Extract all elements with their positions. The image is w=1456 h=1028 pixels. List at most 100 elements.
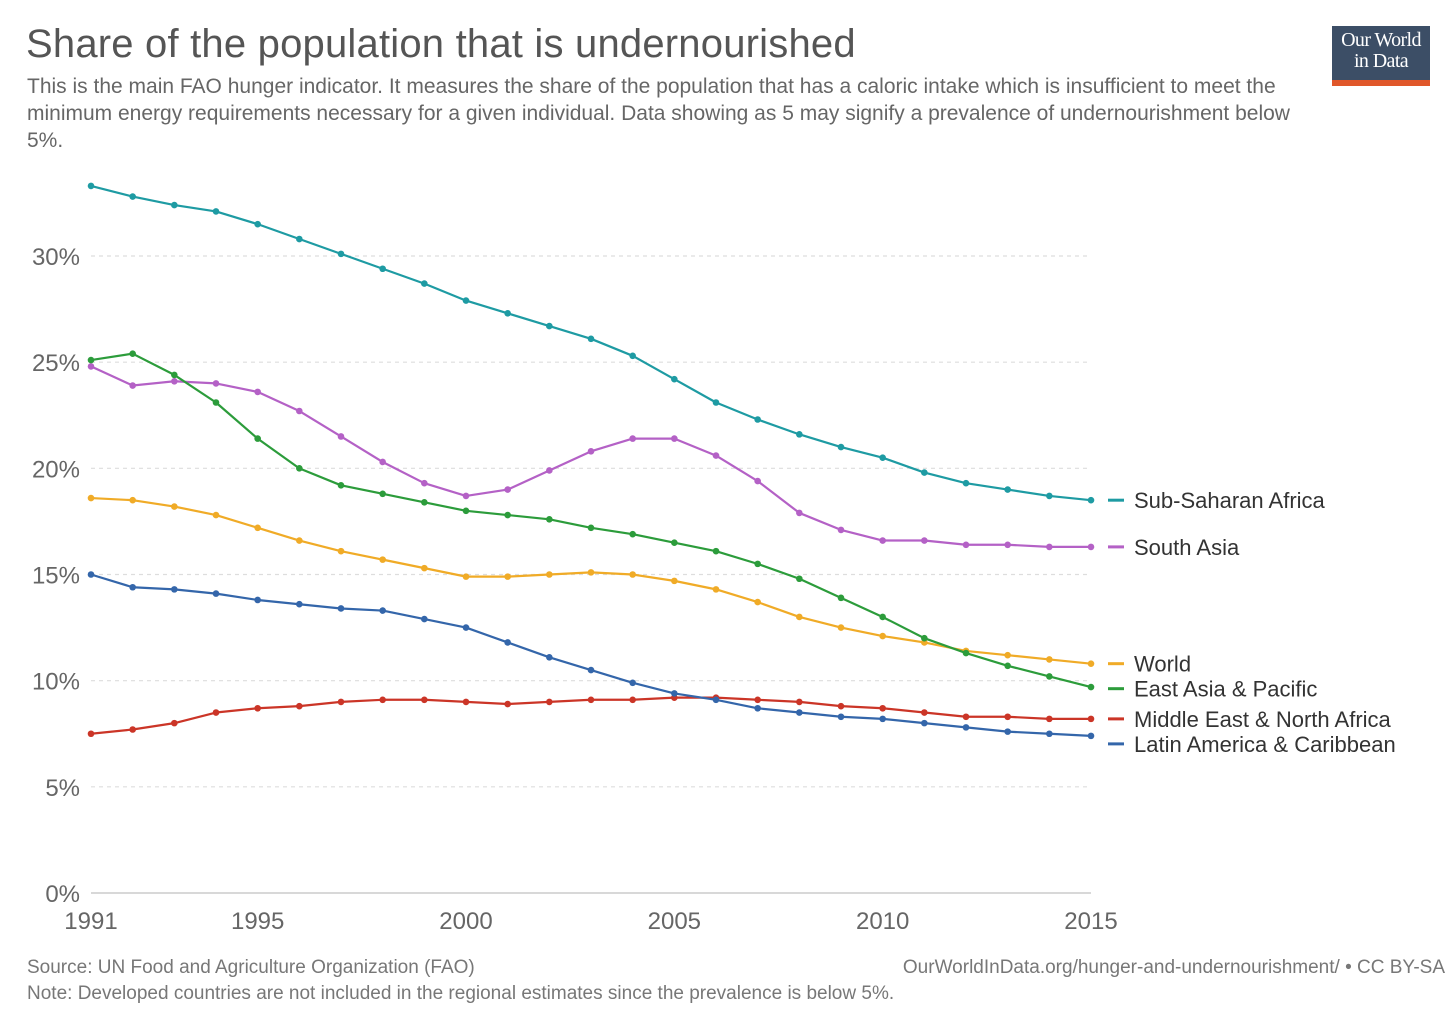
data-point — [296, 465, 303, 472]
data-point — [87, 356, 95, 364]
series-line — [90, 352, 1092, 689]
data-point — [796, 709, 803, 716]
data-point — [254, 596, 261, 604]
data-point — [837, 443, 845, 451]
legend-item: Sub-Saharan Africa — [1108, 488, 1326, 513]
x-tick-label: 2015 — [1064, 908, 1117, 935]
logo-line-1: Our World — [1341, 29, 1421, 51]
data-point — [296, 600, 303, 608]
data-point — [754, 598, 761, 606]
data-point — [296, 702, 303, 710]
series-line — [90, 365, 1091, 548]
data-point — [212, 380, 220, 387]
data-point — [629, 435, 636, 442]
data-point — [171, 586, 178, 593]
data-point — [629, 571, 636, 578]
y-tick-label: 10% — [32, 669, 80, 696]
data-point — [754, 560, 761, 568]
data-point — [504, 310, 511, 317]
series-middle-east-north-africa — [87, 694, 1095, 738]
data-point — [879, 613, 886, 621]
data-point — [712, 399, 720, 406]
legend-item: Middle East & North Africa — [1108, 707, 1392, 732]
x-tick-label: 1995 — [231, 908, 284, 935]
data-point — [337, 547, 345, 555]
data-point — [587, 696, 595, 704]
data-point — [254, 704, 261, 712]
data-point — [1046, 730, 1053, 738]
data-point — [1004, 728, 1011, 735]
data-point — [754, 704, 761, 712]
legend-label: South Asia — [1134, 535, 1240, 560]
data-point — [129, 382, 136, 389]
data-point — [296, 407, 303, 415]
data-point — [629, 679, 636, 687]
series-latin-america-caribbean — [87, 571, 1095, 740]
data-point — [129, 350, 136, 357]
data-point — [337, 250, 345, 258]
data-point — [254, 435, 261, 442]
data-point — [1046, 492, 1053, 500]
x-tick-label: 2010 — [856, 908, 909, 935]
data-point — [754, 696, 761, 704]
series-sub-saharan-africa — [87, 182, 1095, 504]
y-tick-label: 5% — [45, 775, 80, 802]
data-point — [337, 433, 345, 440]
y-tick-label: 25% — [32, 350, 80, 377]
legend-item: Latin America & Caribbean — [1108, 732, 1396, 757]
data-point — [837, 702, 845, 710]
y-tick-label: 30% — [32, 244, 80, 271]
legend-label: World — [1134, 652, 1191, 677]
data-point — [504, 573, 511, 580]
data-point — [421, 564, 428, 572]
data-point — [129, 583, 136, 591]
data-point — [379, 490, 386, 498]
data-point — [87, 571, 95, 578]
data-point — [962, 724, 970, 731]
data-point — [587, 524, 595, 532]
data-point — [504, 700, 511, 708]
data-point — [629, 696, 636, 704]
data-point — [504, 511, 511, 519]
data-point — [671, 539, 678, 546]
data-point — [337, 605, 345, 612]
note-text: Note: Developed countries are not includ… — [27, 983, 895, 1004]
data-point — [462, 624, 470, 631]
data-point — [421, 696, 428, 704]
data-point — [87, 182, 95, 190]
data-point — [837, 624, 845, 631]
data-point — [87, 494, 95, 502]
series-layer — [87, 182, 1095, 740]
data-point — [796, 613, 803, 621]
data-point — [837, 713, 845, 721]
data-point — [1046, 656, 1053, 663]
source-text: Source: UN Food and Agriculture Organiza… — [27, 957, 475, 978]
data-point — [1046, 543, 1053, 551]
chart-subtitle: This is the main FAO hunger indicator. I… — [27, 75, 1290, 152]
data-point — [962, 541, 970, 549]
data-point — [796, 575, 803, 583]
series-east-asia-pacific — [87, 350, 1095, 691]
data-point — [462, 492, 470, 500]
data-point — [962, 713, 970, 721]
data-point — [212, 590, 220, 597]
owid-logo[interactable]: Our World in Data — [1332, 26, 1430, 86]
data-point — [171, 371, 178, 379]
data-point — [754, 416, 761, 423]
series-world — [87, 494, 1095, 667]
legend-item: East Asia & Pacific — [1108, 677, 1317, 702]
data-point — [879, 715, 886, 723]
data-point — [712, 696, 720, 704]
data-point — [337, 698, 345, 706]
data-point — [1046, 715, 1053, 723]
data-point — [1087, 683, 1095, 691]
data-point — [379, 607, 386, 614]
data-point — [754, 477, 761, 485]
data-point — [921, 469, 928, 476]
x-tick-label: 2005 — [648, 908, 701, 935]
source-url-link[interactable]: OurWorldInData.org/hunger-and-undernouri… — [902, 957, 1445, 978]
data-point — [171, 377, 178, 385]
data-point — [212, 709, 220, 716]
data-point — [629, 530, 636, 538]
